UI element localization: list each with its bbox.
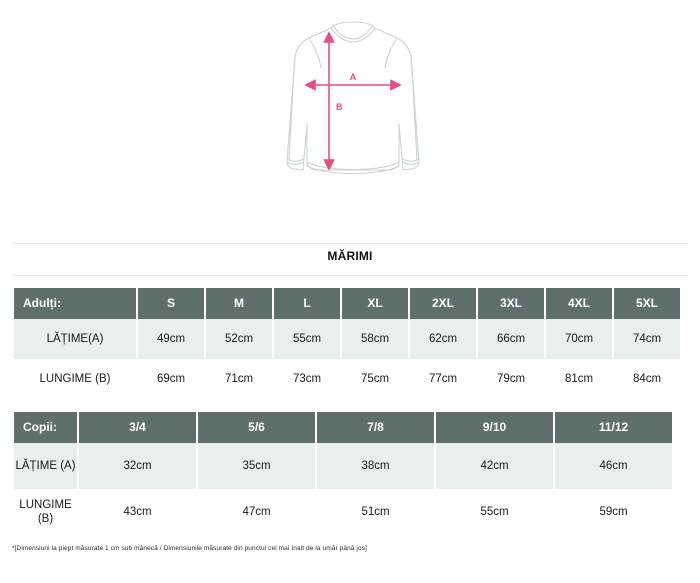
width-label-A: A [350,72,357,82]
adults-width-row-label: LĂȚIME(A) [14,319,136,359]
adults-size-table: Adulți: S M L XL 2XL 3XL 4XL 5XL LĂȚIME(… [12,288,682,399]
length-label-B: B [336,102,343,112]
adults-width-5xl: 74cm [614,319,680,359]
adults-length-xl: 75cm [342,359,408,399]
divider-above-title [12,243,688,244]
adults-header-row: Adulți: S M L XL 2XL 3XL 4XL 5XL [14,288,680,319]
kids-width-9-10: 42cm [436,443,553,489]
kids-width-5-6: 35cm [198,443,315,489]
kids-length-5-6: 47cm [198,489,315,535]
adults-width-s: 49cm [138,319,204,359]
kids-width-row-label: LĂȚIME (A) [14,443,77,489]
adults-size-table-block: Adulți: S M L XL 2XL 3XL 4XL 5XL LĂȚIME(… [12,288,680,399]
adults-length-2xl: 77cm [410,359,476,399]
length-arrow-top [323,31,335,43]
adults-width-l: 55cm [274,319,340,359]
adults-size-header-2xl: 2XL [410,288,476,319]
adults-length-m: 71cm [206,359,272,399]
kids-row-label-header: Copii: [14,412,77,443]
kids-width-11-12: 46cm [555,443,672,489]
garment-illustration-area: A B [0,0,700,232]
kids-size-header-7-8: 7/8 [317,412,434,443]
kids-size-header-5-6: 5/6 [198,412,315,443]
kids-length-row-label: LUNGIME (B) [14,489,77,535]
width-arrow-right [390,79,402,91]
kids-size-header-11-12: 11/12 [555,412,672,443]
kids-length-7-8: 51cm [317,489,434,535]
adults-length-row-label: LUNGIME (B) [14,359,136,399]
kids-size-table-block: Copii: 3/4 5/6 7/8 9/10 11/12 LĂȚIME (A)… [12,412,673,535]
adults-length-l: 73cm [274,359,340,399]
adults-size-header-5xl: 5XL [614,288,680,319]
table-row: LUNGIME (B) 43cm 47cm 51cm 55cm 59cm [14,489,672,535]
kids-header-row: Copii: 3/4 5/6 7/8 9/10 11/12 [14,412,672,443]
kids-length-3-4: 43cm [79,489,196,535]
adults-size-header-4xl: 4XL [546,288,612,319]
adults-width-3xl: 66cm [478,319,544,359]
long-sleeve-shirt-diagram: A B [263,12,443,202]
kids-size-table: Copii: 3/4 5/6 7/8 9/10 11/12 LĂȚIME (A)… [12,412,674,535]
adults-width-2xl: 62cm [410,319,476,359]
adults-length-4xl: 81cm [546,359,612,399]
length-arrow-bottom [323,159,335,171]
adults-length-s: 69cm [138,359,204,399]
measurement-footnote: *[Dimensiuni la piept măsurate 1 cm sub … [12,545,367,552]
table-row: LUNGIME (B) 69cm 71cm 73cm 75cm 77cm 79c… [14,359,680,399]
kids-width-3-4: 32cm [79,443,196,489]
adults-size-header-l: L [274,288,340,319]
adults-size-header-xl: XL [342,288,408,319]
kids-length-11-12: 59cm [555,489,672,535]
adults-width-4xl: 70cm [546,319,612,359]
kids-size-header-3-4: 3/4 [79,412,196,443]
table-row: LĂȚIME(A) 49cm 52cm 55cm 58cm 62cm 66cm … [14,319,680,359]
adults-width-m: 52cm [206,319,272,359]
adults-size-header-3xl: 3XL [478,288,544,319]
kids-length-9-10: 55cm [436,489,553,535]
adults-length-5xl: 84cm [614,359,680,399]
adults-size-header-m: M [206,288,272,319]
adults-length-3xl: 79cm [478,359,544,399]
table-row: LĂȚIME (A) 32cm 35cm 38cm 42cm 46cm [14,443,672,489]
adults-size-header-s: S [138,288,204,319]
page-title: MĂRIMI [327,249,373,263]
kids-width-7-8: 38cm [317,443,434,489]
adults-row-label-header: Adulți: [14,288,136,319]
width-arrow-left [304,79,316,91]
divider-below-title [12,275,688,276]
adults-width-xl: 58cm [342,319,408,359]
kids-size-header-9-10: 9/10 [436,412,553,443]
